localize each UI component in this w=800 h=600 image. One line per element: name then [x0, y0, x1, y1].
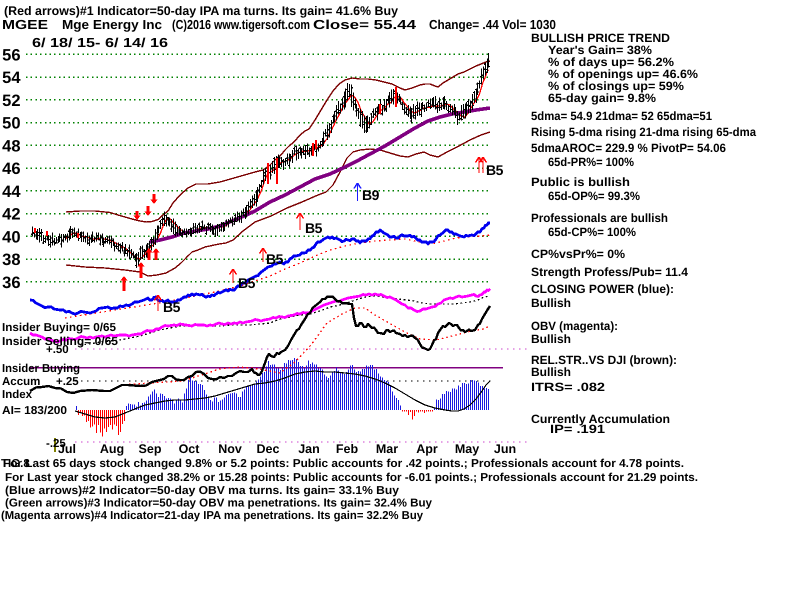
- svg-text:Jul: Jul: [58, 442, 76, 456]
- svg-text:42: 42: [2, 206, 20, 224]
- svg-text:B5: B5: [238, 275, 256, 291]
- svg-text:Bullish: Bullish: [531, 332, 571, 346]
- svg-text:B9: B9: [362, 187, 380, 203]
- svg-text:5dmaAROC= 229.9 % PivotP= 54.: 5dmaAROC= 229.9 % PivotP= 54.06: [531, 141, 726, 155]
- svg-text:Change= .44 Vol= 1030: Change= .44 Vol= 1030: [429, 17, 556, 32]
- svg-text:Strength Profess/Pub= 11.4: Strength Profess/Pub= 11.4: [531, 265, 688, 279]
- svg-text:% of openings up= 46.6%: % of openings up= 46.6%: [548, 67, 698, 81]
- svg-text:B5: B5: [305, 220, 323, 236]
- svg-text:Dec: Dec: [257, 442, 280, 456]
- svg-text:36: 36: [2, 274, 20, 292]
- svg-text:-.25: -.25: [46, 438, 66, 450]
- svg-text:40: 40: [2, 228, 20, 246]
- svg-text:Mar: Mar: [376, 442, 398, 456]
- svg-text:Accum: Accum: [2, 376, 40, 388]
- svg-text:(Red arrows)#1 Indicator=50-da: (Red arrows)#1 Indicator=50-day IPA ma t…: [4, 4, 398, 18]
- svg-text:6/ 18/ 15- 6/ 14/ 16: 6/ 18/ 15- 6/ 14/ 16: [32, 35, 168, 50]
- svg-text:Currently Accumulation: Currently Accumulation: [531, 412, 670, 426]
- svg-text:For Last 65 days stock changed: For Last 65 days stock changed 9.8% or 5…: [3, 458, 684, 470]
- svg-text:Apr: Apr: [416, 442, 438, 456]
- svg-text:Insider Buying: Insider Buying: [2, 363, 80, 375]
- svg-text:48: 48: [2, 137, 20, 155]
- svg-text:Close= 55.44: Close= 55.44: [313, 17, 417, 32]
- svg-text:+.50: +.50: [46, 344, 69, 356]
- svg-text:Mge Energy Inc: Mge Energy Inc: [62, 17, 162, 32]
- svg-text:Bullish: Bullish: [531, 365, 571, 379]
- svg-text:Bullish: Bullish: [531, 296, 571, 310]
- svg-text:AI= 183/200: AI= 183/200: [2, 405, 67, 417]
- svg-text:Jan: Jan: [298, 442, 320, 456]
- svg-text:65-day gain= 9.8%: 65-day gain= 9.8%: [548, 91, 656, 105]
- svg-text:TIG.8: TIG.8: [1, 458, 30, 470]
- svg-text:OBV (magenta):: OBV (magenta):: [531, 319, 618, 333]
- svg-text:ITRS= .082: ITRS= .082: [531, 380, 605, 394]
- svg-text:REL.STR..VS DJI (brown):: REL.STR..VS DJI (brown):: [531, 353, 677, 367]
- svg-text:Year's Gain= 38%: Year's Gain= 38%: [548, 43, 652, 57]
- svg-text:IP= .191: IP= .191: [550, 422, 605, 436]
- svg-text:50: 50: [2, 115, 20, 133]
- svg-text:BULLISH PRICE TREND: BULLISH PRICE TREND: [531, 31, 670, 45]
- svg-text:Feb: Feb: [336, 442, 359, 456]
- svg-text:B5: B5: [266, 251, 284, 267]
- svg-text:Jun: Jun: [494, 442, 516, 456]
- svg-text:65d-OP%= 99.3%: 65d-OP%= 99.3%: [548, 189, 640, 203]
- svg-text:46: 46: [2, 160, 20, 178]
- svg-text:May: May: [455, 442, 479, 456]
- svg-text:Rising 5-dma rising 21-dma r: Rising 5-dma rising 21-dma rising 65-dma: [531, 125, 756, 139]
- svg-text:+.25: +.25: [56, 376, 79, 388]
- svg-text:38: 38: [2, 251, 20, 269]
- svg-text:Nov: Nov: [218, 442, 242, 456]
- svg-text:65d-PR%= 100%: 65d-PR%= 100%: [548, 155, 634, 169]
- svg-text:Public is bullish: Public is bullish: [531, 175, 630, 189]
- svg-text:Oct: Oct: [179, 442, 201, 456]
- svg-text:CLOSING POWER (blue):: CLOSING POWER (blue):: [531, 282, 674, 296]
- svg-text:Professionals are bullish: Professionals are bullish: [531, 211, 668, 225]
- svg-text:Sep: Sep: [139, 442, 162, 456]
- svg-text:Aug: Aug: [100, 442, 124, 456]
- svg-text:(C)2016 www.tigersoft.com: (C)2016 www.tigersoft.com: [172, 17, 310, 32]
- svg-text:52: 52: [2, 92, 20, 110]
- svg-text:MGEE: MGEE: [2, 17, 48, 32]
- svg-text:(Magenta arrows)#4 Indicator=2: (Magenta arrows)#4 Indicator=21-day IPA …: [1, 510, 424, 522]
- svg-text:(Blue arrows)#2 Indicator=50-d: (Blue arrows)#2 Indicator=50-day OBV ma …: [5, 485, 400, 497]
- svg-text:56: 56: [2, 46, 20, 64]
- svg-text:% of days up= 56.2%: % of days up= 56.2%: [548, 55, 674, 69]
- svg-text:% of closings up= 59%: % of closings up= 59%: [548, 79, 684, 93]
- svg-text:B5: B5: [486, 162, 504, 178]
- svg-text:65d-CP%= 100%: 65d-CP%= 100%: [548, 225, 636, 239]
- svg-text:For Last year stock changed 3: For Last year stock changed 38.2% or 15.…: [5, 472, 698, 484]
- svg-text:44: 44: [2, 183, 21, 201]
- svg-text:(Green arrows)#3 Indicator=50-: (Green arrows)#3 Indicator=50-day OBV ma…: [5, 498, 433, 510]
- svg-text:Index: Index: [2, 389, 33, 401]
- svg-text:CP%vsPr%= 0%: CP%vsPr%= 0%: [531, 247, 625, 261]
- svg-text:54: 54: [2, 69, 21, 87]
- svg-text:Insider Selling= 0/65: Insider Selling= 0/65: [2, 336, 119, 348]
- svg-text:5dma= 54.9 21dma= 52 65dma=51: 5dma= 54.9 21dma= 52 65dma=51: [531, 109, 712, 123]
- svg-text:Insider Buying= 0/65: Insider Buying= 0/65: [2, 322, 117, 334]
- svg-text:B5: B5: [163, 299, 181, 315]
